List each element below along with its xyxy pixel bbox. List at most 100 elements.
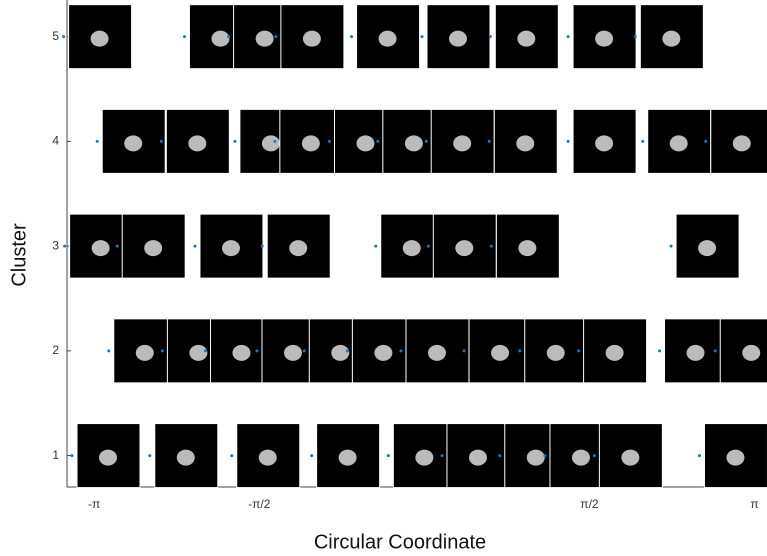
thumbnail-object [402,240,421,257]
point [420,35,424,39]
thumbnail-object [98,449,117,466]
point [424,139,428,143]
point [641,139,645,143]
point [592,454,596,458]
point [577,349,581,353]
thumbnail-object [232,344,251,361]
thumbnail [432,213,497,279]
point [230,454,234,458]
point [697,454,701,458]
x-axis-title: Circular Coordinate [314,531,486,553]
thumbnail-object [415,449,434,466]
point [302,349,306,353]
thumbnail-object [289,240,308,257]
thumbnail-object [258,449,277,466]
point [543,454,547,458]
point [182,35,186,39]
thumbnail-object [517,30,536,47]
thumbnail-object [255,30,274,47]
thumbnail-object [135,344,154,361]
thumbnail-object [595,30,614,47]
thumbnail-object [516,135,535,152]
thumbnail-object [283,344,302,361]
point [62,35,66,39]
point [374,244,378,248]
point [159,139,163,143]
thumbnail-object [144,240,163,257]
point [566,139,570,143]
thumbnail-object [404,135,423,152]
thumbnail-object [491,344,510,361]
point [260,244,264,248]
x-tick-label: -π/2 [248,497,271,511]
point [426,244,430,248]
thumbnail-object [698,240,717,257]
thumbnail-object [669,135,688,152]
y-tick-label: 2 [52,343,59,357]
thumbnail-object [726,449,745,466]
point [350,35,354,39]
thumbnail-object [448,30,467,47]
point [233,139,237,143]
thumbnail-object [621,449,640,466]
thumbnail-object [261,135,280,152]
thumbnail-object [378,30,397,47]
thumbnail-object [356,135,375,152]
thumbnail-object [453,135,472,152]
thumbnail-object [526,449,545,466]
thumbnail-object [91,240,110,257]
x-tick-label: π/2 [580,497,599,511]
thumbnail-object [468,449,487,466]
thumbnail-object [374,344,393,361]
thumbnail-object [518,240,537,257]
point [274,35,278,39]
point [704,139,708,143]
point [488,35,492,39]
thumbnail-object [662,30,681,47]
thumbnail-object [338,449,357,466]
thumbnail-object [90,30,109,47]
point [148,454,152,458]
point [566,35,570,39]
point [518,349,522,353]
y-tick-label: 5 [52,29,59,43]
point [193,244,197,248]
thumbnail-object [176,449,195,466]
point [70,454,74,458]
thumbnail-object [211,30,230,47]
thumbnail-object [302,30,321,47]
point [489,244,493,248]
point [376,139,380,143]
thumbnail-object [124,135,143,152]
point [713,349,717,353]
thumbnail-object [188,135,207,152]
thumbnail-object [331,344,350,361]
thumbnail-object [221,240,240,257]
y-tick-label: 4 [52,134,59,148]
point [115,244,119,248]
point [327,139,331,143]
thumbnail-object [455,240,474,257]
point [487,139,491,143]
point [440,454,444,458]
thumbnail-object [605,344,624,361]
point [399,349,403,353]
point [160,349,164,353]
point [345,349,349,353]
point [107,349,111,353]
point [273,139,277,143]
point [462,349,466,353]
point [63,244,67,248]
thumbnail-object [189,344,208,361]
thumbnail-object [301,135,320,152]
point [227,35,231,39]
point [669,244,673,248]
thumbnail-object [732,135,751,152]
point [386,454,390,458]
point [498,454,502,458]
point [255,349,259,353]
thumbnail-object [427,344,446,361]
thumbnail [710,108,767,174]
